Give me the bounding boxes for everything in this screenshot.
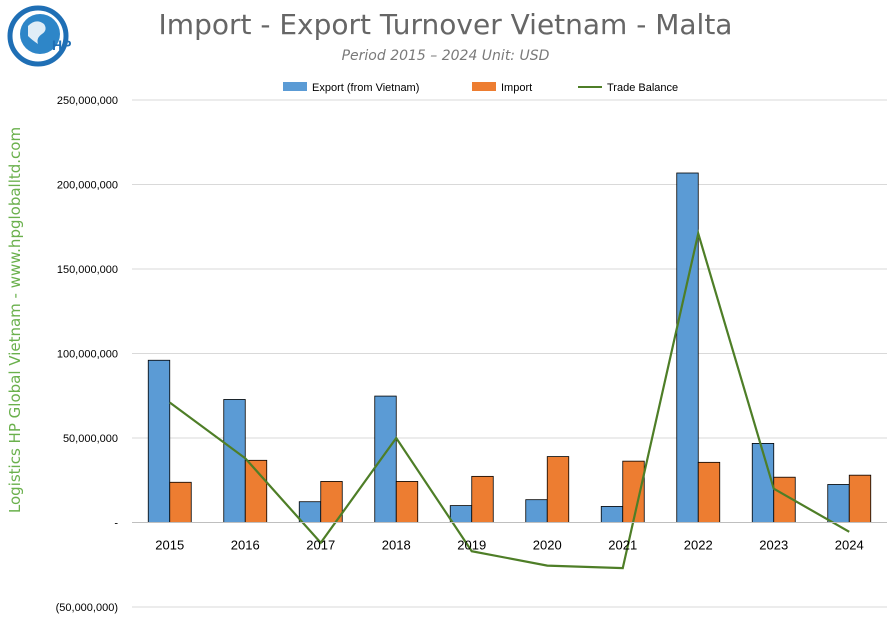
legend-swatch-export: [283, 82, 307, 91]
logo-text: HP: [52, 37, 71, 53]
x-tick-label: 2016: [231, 538, 260, 553]
import-bar: [546, 456, 570, 523]
import-bar: [471, 475, 494, 523]
legend-swatch-import: [472, 82, 496, 91]
y-tick-label: 150,000,000: [57, 264, 118, 276]
import-bar: [848, 474, 872, 523]
x-tick-label: 2022: [684, 538, 713, 553]
export-bar: [525, 499, 548, 523]
trade-balance-line: [169, 229, 850, 570]
x-tick-label: 2018: [382, 538, 411, 553]
export-bar: [147, 359, 171, 523]
export-bar: [676, 172, 699, 523]
x-tick-label: 2024: [835, 538, 864, 553]
chart-title: Import - Export Turnover Vietnam - Malta: [158, 8, 733, 41]
export-bar: [449, 505, 473, 523]
y-tick-label: 200,000,000: [57, 180, 118, 192]
x-tick-label: 2015: [155, 538, 184, 553]
y-tick-label: 250,000,000: [57, 95, 118, 107]
x-tick-label: 2017: [306, 538, 335, 553]
y-tick-label: -: [114, 518, 118, 530]
import-bar: [395, 481, 419, 523]
export-bar: [827, 484, 850, 523]
export-bar: [600, 506, 624, 523]
x-tick-label: 2023: [759, 538, 788, 553]
x-tick-label: 2019: [457, 538, 486, 553]
export-bar: [223, 399, 246, 523]
x-tick-label: 2020: [533, 538, 562, 553]
y-tick-label: (50,000,000): [56, 602, 118, 614]
export-bar: [298, 501, 322, 523]
import-bar: [697, 461, 721, 523]
legend-label-export: Export (from Vietnam): [312, 82, 419, 94]
legend-label-import: Import: [501, 82, 532, 94]
legend-label-trade-balance: Trade Balance: [607, 82, 678, 94]
import-bar: [169, 481, 192, 523]
y-tick-label: 100,000,000: [57, 349, 118, 361]
export-bar: [374, 395, 397, 523]
y-tick-label: 50,000,000: [63, 433, 118, 445]
chart-subtitle: Period 2015 – 2024 Unit: USD: [341, 48, 550, 64]
logo: HP: [7, 5, 71, 67]
x-tick-label: 2021: [608, 538, 637, 553]
